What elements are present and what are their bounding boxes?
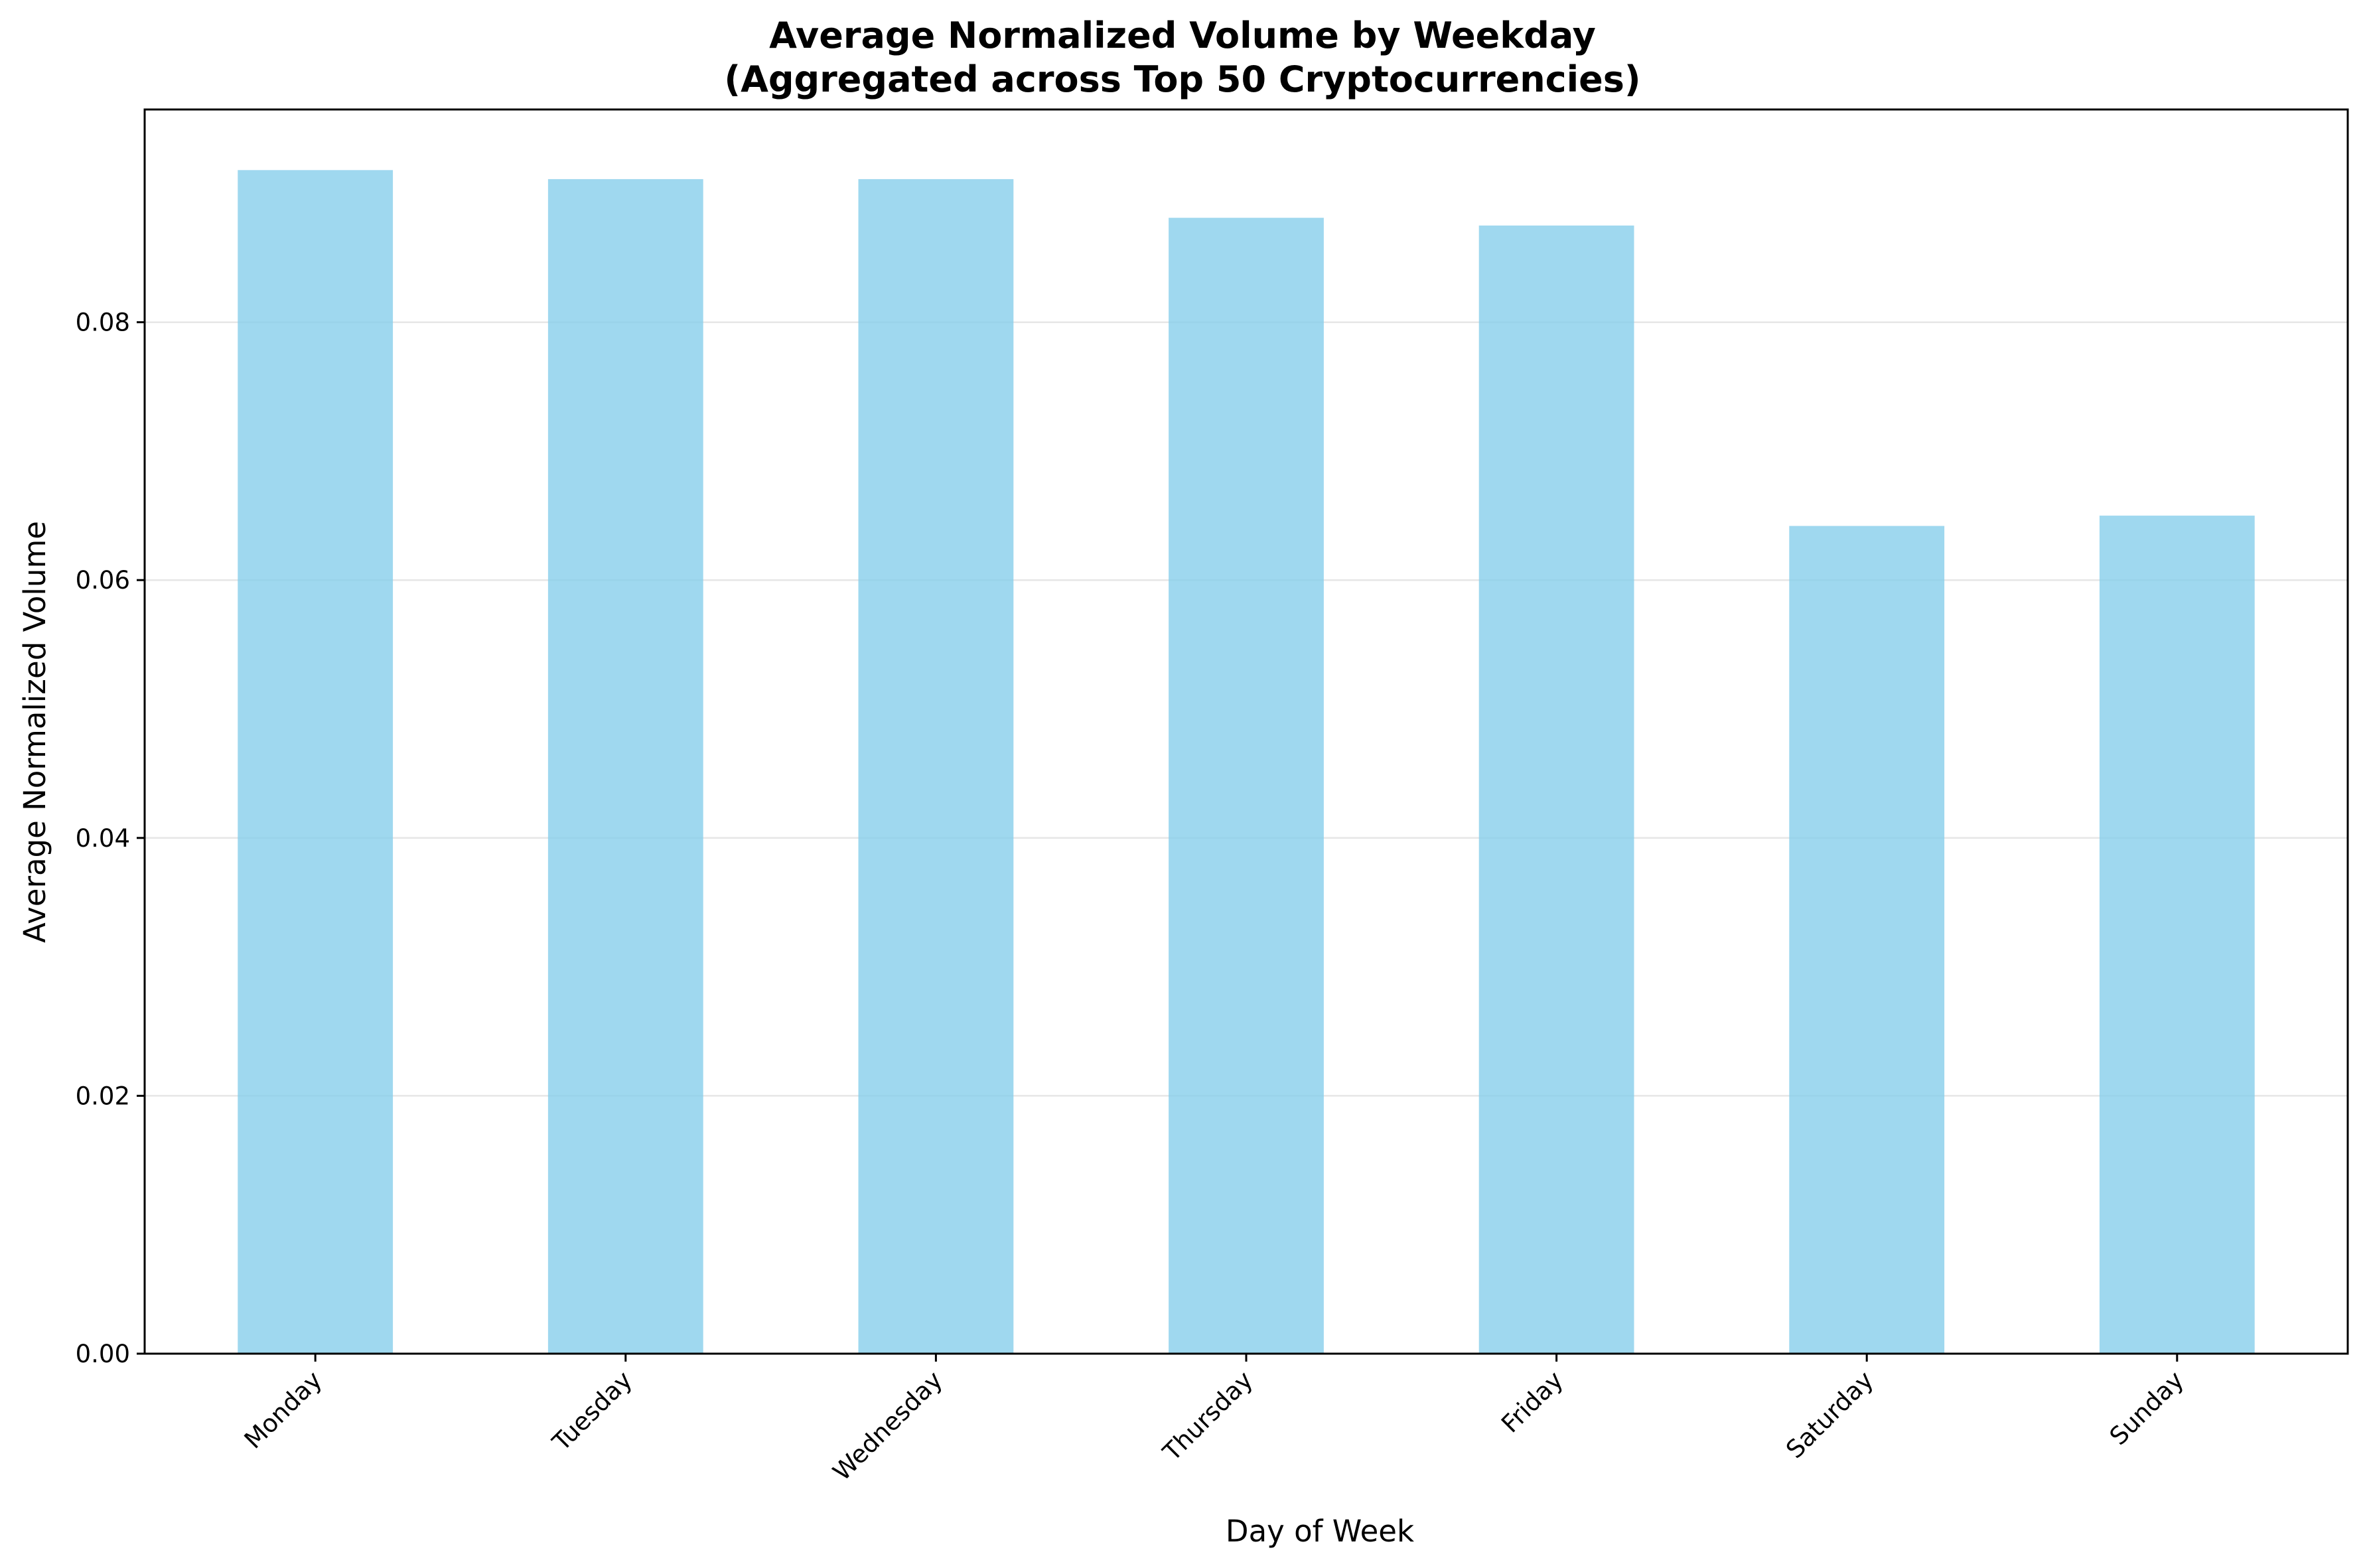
y-ticks: 0.00 0.02 0.04 0.06 0.08: [76, 309, 145, 1368]
bar-thursday: [1169, 218, 1324, 1354]
y-axis-label: Average Normalized Volume: [17, 521, 52, 943]
x-ticks: Monday Tuesday Wednesday Thursday Friday Satu…: [239, 1354, 2189, 1486]
bar-wednesday: [858, 178, 1014, 1354]
y-tick-label: 0.08: [76, 309, 130, 337]
x-axis-label: Day of Week: [1226, 1514, 1414, 1549]
bars: [238, 170, 2255, 1354]
bar-saturday: [1789, 526, 1945, 1354]
x-tick-label-thursday: Thursday: [1157, 1366, 1259, 1467]
y-tick-label: 0.00: [76, 1340, 130, 1368]
x-tick-label-sunday: Sunday: [2104, 1366, 2189, 1451]
chart-subtitle: (Aggregated across Top 50 Cryptocurrenci…: [724, 58, 1640, 100]
y-tick-label: 0.04: [76, 824, 130, 853]
x-tick-label-monday: Monday: [239, 1366, 328, 1455]
y-tick-label: 0.02: [76, 1082, 130, 1110]
x-tick-label-saturday: Saturday: [1780, 1366, 1879, 1464]
bar-monday: [238, 170, 394, 1354]
y-tick-label: 0.06: [76, 566, 130, 595]
x-tick-label-tuesday: Tuesday: [547, 1366, 638, 1457]
bar-friday: [1478, 225, 1634, 1354]
chart-title: Average Normalized Volume by Weekday: [769, 15, 1596, 56]
bar-sunday: [2099, 516, 2255, 1354]
x-tick-label-friday: Friday: [1496, 1366, 1569, 1439]
bar-tuesday: [547, 178, 703, 1354]
x-tick-label-wednesday: Wednesday: [827, 1366, 948, 1486]
